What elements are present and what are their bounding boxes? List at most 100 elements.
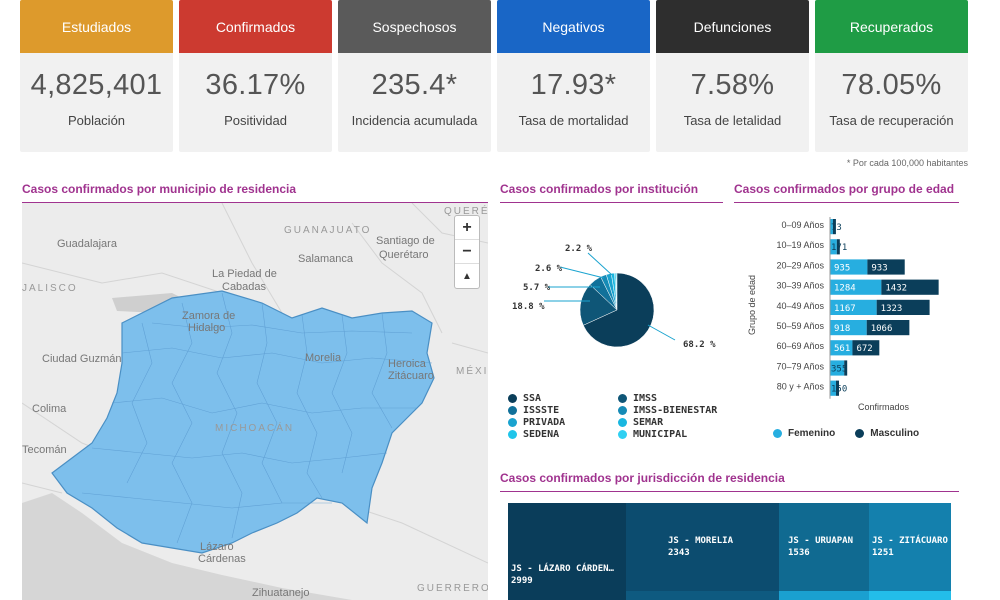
bar-femenino[interactable] bbox=[830, 360, 845, 376]
bar-masculino[interactable] bbox=[832, 219, 836, 235]
municipality-map[interactable]: GUANAJUATO QUERÉTARO Guadalajara Santiag… bbox=[22, 203, 488, 600]
map-label-queretaro: Querétaro bbox=[379, 249, 429, 261]
legend-imss-bienestar[interactable]: IMSS-BIENESTAR bbox=[618, 405, 717, 416]
bar-label-femenino: 561 bbox=[834, 344, 850, 354]
age-category-label: 10–19 Años bbox=[776, 240, 824, 250]
bar-label-femenino: 918 bbox=[834, 324, 850, 334]
map-label-cabadas: Cabadas bbox=[222, 281, 267, 293]
bar-femenino[interactable] bbox=[830, 340, 853, 356]
age-category-label: 30–39 Años bbox=[776, 281, 824, 291]
treemap-tile-lazaro-cardenas[interactable]: JS - LÁZARO CÁRDEN… 2999 bbox=[508, 503, 626, 600]
legend-semar[interactable]: SEMAR bbox=[618, 417, 663, 428]
legend-label: PRIVADA bbox=[523, 417, 566, 428]
legend-municipal[interactable]: MUNICIPAL bbox=[618, 429, 687, 440]
institution-section-title: Casos confirmados por institución bbox=[500, 182, 723, 203]
bar-masculino[interactable] bbox=[876, 299, 930, 315]
tile-value: 2343 bbox=[668, 548, 690, 558]
card-subtitle: Positividad bbox=[224, 113, 287, 128]
card-defunciones[interactable]: Defunciones 7.58% Tasa de letalidad bbox=[656, 0, 809, 152]
bar-femenino[interactable] bbox=[830, 219, 833, 235]
bar-femenino[interactable] bbox=[830, 299, 877, 315]
michoacan-region bbox=[51, 290, 435, 554]
bar-femenino[interactable] bbox=[830, 320, 867, 336]
legend-privada[interactable]: PRIVADA bbox=[508, 417, 565, 428]
bar-masculino[interactable] bbox=[881, 279, 939, 295]
bar-label-femenino: 935 bbox=[834, 263, 850, 273]
legend-masculino[interactable]: Masculino bbox=[870, 428, 920, 439]
pie-label-ssa: 68.2 % bbox=[683, 340, 716, 350]
bar-masculino[interactable] bbox=[866, 320, 910, 336]
tile-name: JS - LÁZARO CÁRDEN… bbox=[511, 564, 614, 574]
treemap-tile[interactable] bbox=[779, 591, 869, 600]
pie-label-issste: 5.7 % bbox=[523, 283, 551, 293]
bar-femenino[interactable] bbox=[830, 279, 882, 295]
age-category-label: 40–49 Años bbox=[776, 301, 824, 311]
legend-imss[interactable]: IMSS bbox=[618, 393, 657, 404]
bar-masculino[interactable] bbox=[844, 360, 848, 376]
bar-femenino[interactable] bbox=[830, 239, 837, 255]
card-value: 78.05% bbox=[841, 69, 942, 101]
map-label-queretaro-state: QUERÉTARO bbox=[444, 206, 488, 217]
card-negativos[interactable]: Negativos 17.93* Tasa de mortalidad bbox=[497, 0, 650, 152]
bar-label-femenino: 355 bbox=[831, 364, 847, 374]
jurisdiction-section-title: Casos confirmados por jurisdicción de re… bbox=[500, 471, 959, 492]
legend-ssa[interactable]: SSA bbox=[508, 393, 541, 404]
legend-dot bbox=[618, 418, 627, 427]
tile-name: JS - MORELIA bbox=[668, 536, 734, 546]
treemap-tile-uruapan[interactable]: JS - URUAPAN 1536 bbox=[779, 503, 869, 591]
map-label-heroica: Heroica bbox=[388, 358, 426, 370]
tile-value: 1251 bbox=[872, 548, 894, 558]
legend-sedena[interactable]: SEDENA bbox=[508, 429, 559, 440]
map-label-guanajuato: GUANAJUATO bbox=[284, 225, 372, 236]
age-y-axis-label: Grupo de edad bbox=[747, 274, 757, 336]
legend-label: IMSS-BIENESTAR bbox=[633, 405, 718, 416]
card-value: 36.17% bbox=[205, 69, 306, 101]
map-label-morelia: Morelia bbox=[305, 352, 342, 364]
legend-label: ISSSTE bbox=[523, 405, 560, 416]
map-label-zamora: Zamora de bbox=[182, 310, 236, 322]
map-label-lazaro: Lázaro bbox=[200, 541, 234, 553]
card-header: Negativos bbox=[497, 0, 650, 53]
treemap-tile-morelia[interactable]: JS - MORELIA 2343 bbox=[626, 503, 779, 591]
tile-name: JS - URUAPAN bbox=[788, 536, 854, 546]
pie-leader-line bbox=[647, 324, 676, 341]
treemap-tile[interactable] bbox=[626, 591, 779, 600]
card-recuperados[interactable]: Recuperados 78.05% Tasa de recuperación bbox=[815, 0, 968, 152]
bar-masculino[interactable] bbox=[836, 239, 840, 255]
bar-femenino[interactable] bbox=[830, 259, 868, 275]
map-label-la-piedad: La Piedad de bbox=[212, 268, 277, 280]
legend-label: SEDENA bbox=[523, 429, 560, 440]
map-label-jalisco: JALISCO bbox=[22, 283, 78, 294]
bar-label-femenino: 1167 bbox=[834, 304, 856, 314]
treemap-tile-zitacuaro[interactable]: JS - ZITÁCUARO 1251 bbox=[869, 503, 951, 591]
bar-femenino[interactable] bbox=[830, 380, 836, 396]
bar-masculino[interactable] bbox=[867, 259, 905, 275]
pie-slice-imss[interactable] bbox=[579, 284, 618, 326]
pie-leader-line bbox=[587, 252, 613, 276]
bar-label-masculino: 1432 bbox=[885, 284, 907, 294]
bar-masculino[interactable] bbox=[836, 380, 839, 396]
legend-label: SEMAR bbox=[633, 417, 664, 428]
zoom-in-button[interactable]: + bbox=[455, 216, 479, 240]
map-label-michoacan: MICHOACÁN bbox=[215, 423, 295, 434]
treemap-tile[interactable] bbox=[869, 591, 951, 600]
legend-issste[interactable]: ISSSTE bbox=[508, 405, 559, 416]
legend-dot bbox=[508, 406, 517, 415]
card-header: Sospechosos bbox=[338, 0, 491, 53]
reset-north-button[interactable]: ▲ bbox=[462, 270, 472, 282]
map-label-cardenas: Cárdenas bbox=[198, 553, 246, 565]
pie-slice-ssa[interactable] bbox=[582, 272, 655, 348]
card-estudiados[interactable]: Estudiados 4,825,401 Población bbox=[20, 0, 173, 152]
legend-label: IMSS bbox=[633, 393, 658, 404]
legend-label: MUNICIPAL bbox=[633, 429, 688, 440]
bar-label-masculino: 672 bbox=[856, 344, 872, 354]
card-sospechosos[interactable]: Sospechosos 235.4* Incidencia acumulada bbox=[338, 0, 491, 152]
card-header: Defunciones bbox=[656, 0, 809, 53]
legend-femenino[interactable]: Femenino bbox=[788, 428, 836, 439]
bar-masculino[interactable] bbox=[852, 340, 880, 356]
card-confirmados[interactable]: Confirmados 36.17% Positividad bbox=[179, 0, 332, 152]
zoom-out-button[interactable]: − bbox=[455, 240, 479, 264]
tile-name: JS - ZITÁCUARO bbox=[872, 536, 948, 546]
card-value: 4,825,401 bbox=[30, 69, 163, 101]
map-canvas bbox=[22, 203, 488, 600]
